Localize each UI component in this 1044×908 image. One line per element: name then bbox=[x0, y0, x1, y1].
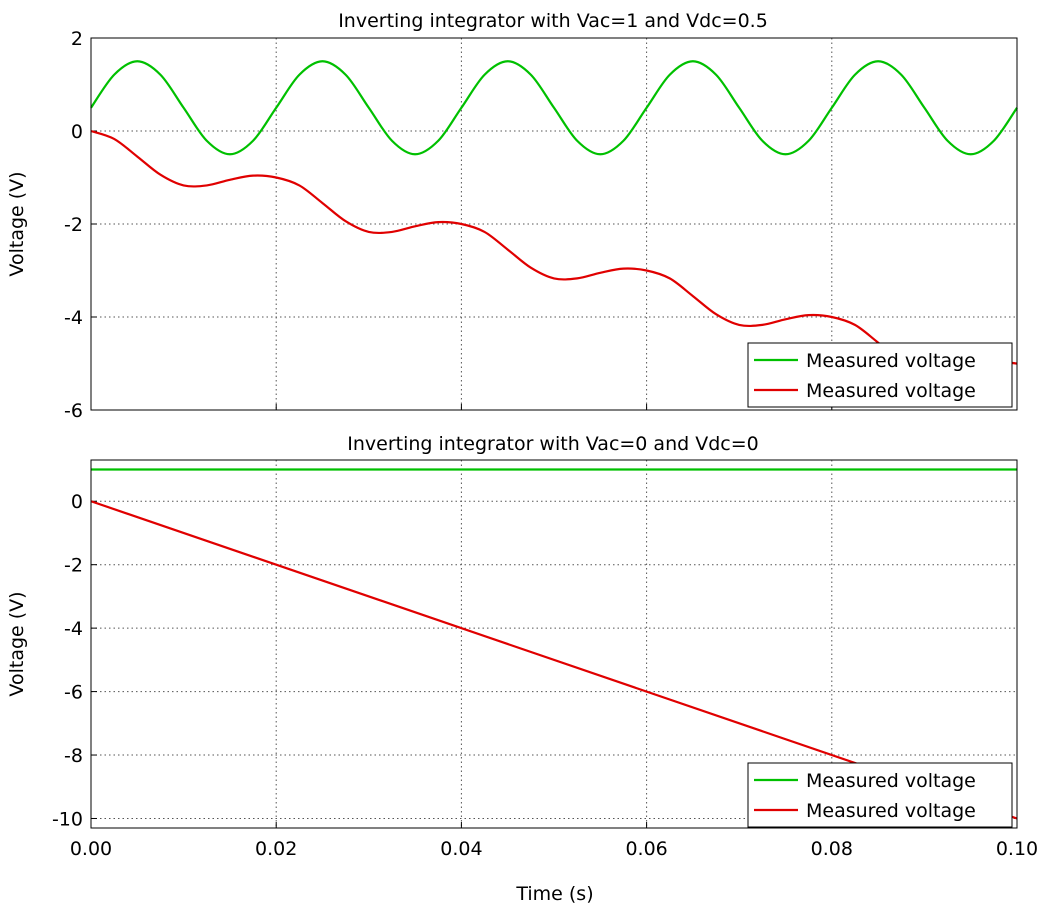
top-ytick-label: 0 bbox=[71, 121, 83, 143]
top-ytick-label: -4 bbox=[64, 307, 83, 329]
top-legend: Measured voltage Measured voltage bbox=[747, 342, 1013, 408]
bottom-ytick-label: -2 bbox=[64, 555, 83, 577]
top-plot: Inverting integrator with Vac=1 and Vdc=… bbox=[6, 10, 1018, 422]
bottom-xtick-label: 0.08 bbox=[811, 838, 853, 860]
bottom-ytick-label: -8 bbox=[64, 745, 83, 767]
bottom-plot-xlabel: Time (s) bbox=[515, 883, 593, 905]
bottom-ytick-label: -10 bbox=[52, 808, 83, 830]
bottom-legend: Measured voltage Measured voltage bbox=[747, 762, 1013, 828]
bottom-xtick-label: 0.02 bbox=[255, 838, 297, 860]
top-plot-series bbox=[90, 60, 1018, 374]
bottom-legend-label-green: Measured voltage bbox=[806, 770, 976, 792]
bottom-xtick-label: 0.04 bbox=[440, 838, 482, 860]
top-ytick-label: 2 bbox=[71, 28, 83, 50]
top-ytick-label: -6 bbox=[64, 400, 83, 422]
top-plot-frame bbox=[90, 37, 1018, 411]
bottom-ytick-label: -6 bbox=[64, 682, 83, 704]
bottom-plot-ylabel: Voltage (V) bbox=[6, 591, 28, 696]
top-series-red-line bbox=[90, 129, 1018, 374]
top-legend-label-green: Measured voltage bbox=[806, 350, 976, 372]
bottom-plot: Inverting integrator with Vac=0 and Vdc=… bbox=[6, 433, 1038, 905]
top-plot-title: Inverting integrator with Vac=1 and Vdc=… bbox=[338, 10, 768, 32]
bottom-plot-frame bbox=[90, 459, 1018, 829]
bottom-legend-box bbox=[747, 762, 1013, 828]
bottom-legend-label-red: Measured voltage bbox=[806, 800, 976, 822]
top-legend-box bbox=[747, 342, 1013, 408]
bottom-plot-title: Inverting integrator with Vac=0 and Vdc=… bbox=[347, 433, 758, 455]
bottom-ytick-label: 0 bbox=[71, 491, 83, 513]
top-plot-ticks: -6 -4 -2 0 2 bbox=[64, 28, 1018, 422]
top-ytick-label: -2 bbox=[64, 214, 83, 236]
top-plot-ylabel: Voltage (V) bbox=[6, 171, 28, 276]
bottom-xtick-label: 0.10 bbox=[996, 838, 1038, 860]
bottom-ytick-label: -4 bbox=[64, 618, 83, 640]
bottom-xtick-label: 0.06 bbox=[625, 838, 667, 860]
bottom-xtick-label: 0.00 bbox=[70, 838, 112, 860]
top-legend-label-red: Measured voltage bbox=[806, 380, 976, 402]
top-series-green-line bbox=[90, 60, 1018, 156]
bottom-plot-ticks: 0.00 0.02 0.04 0.06 0.08 0.10 -10 -8 -6 -4 -2 0 bbox=[52, 491, 1038, 860]
